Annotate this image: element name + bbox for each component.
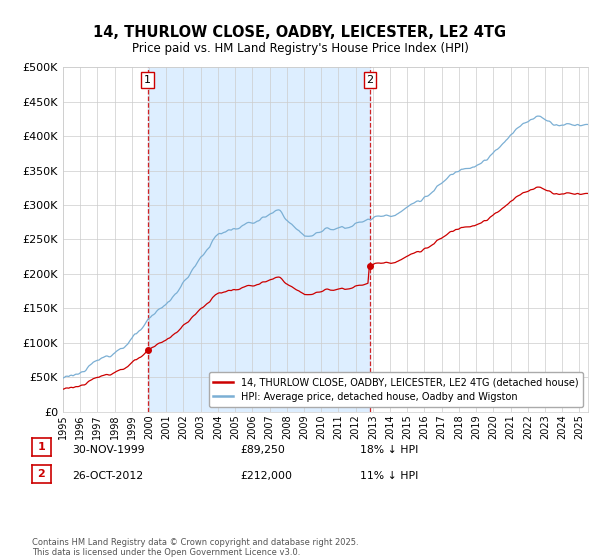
Text: Contains HM Land Registry data © Crown copyright and database right 2025.
This d: Contains HM Land Registry data © Crown c… [32, 538, 358, 557]
Text: 2: 2 [367, 75, 373, 85]
Text: 30-NOV-1999: 30-NOV-1999 [72, 445, 145, 455]
Text: 18% ↓ HPI: 18% ↓ HPI [360, 445, 418, 455]
Text: Price paid vs. HM Land Registry's House Price Index (HPI): Price paid vs. HM Land Registry's House … [131, 42, 469, 55]
Bar [148, 67, 370, 412]
Text: 11% ↓ HPI: 11% ↓ HPI [360, 471, 418, 481]
Text: £212,000: £212,000 [240, 471, 292, 481]
Text: 1: 1 [144, 75, 151, 85]
Text: 1: 1 [38, 442, 45, 452]
Text: 2: 2 [38, 469, 45, 479]
Legend: 14, THURLOW CLOSE, OADBY, LEICESTER, LE2 4TG (detached house), HPI: Average pric: 14, THURLOW CLOSE, OADBY, LEICESTER, LE2… [209, 372, 583, 407]
Text: £89,250: £89,250 [240, 445, 285, 455]
Text: 26-OCT-2012: 26-OCT-2012 [72, 471, 143, 481]
Text: 14, THURLOW CLOSE, OADBY, LEICESTER, LE2 4TG: 14, THURLOW CLOSE, OADBY, LEICESTER, LE2… [94, 25, 506, 40]
